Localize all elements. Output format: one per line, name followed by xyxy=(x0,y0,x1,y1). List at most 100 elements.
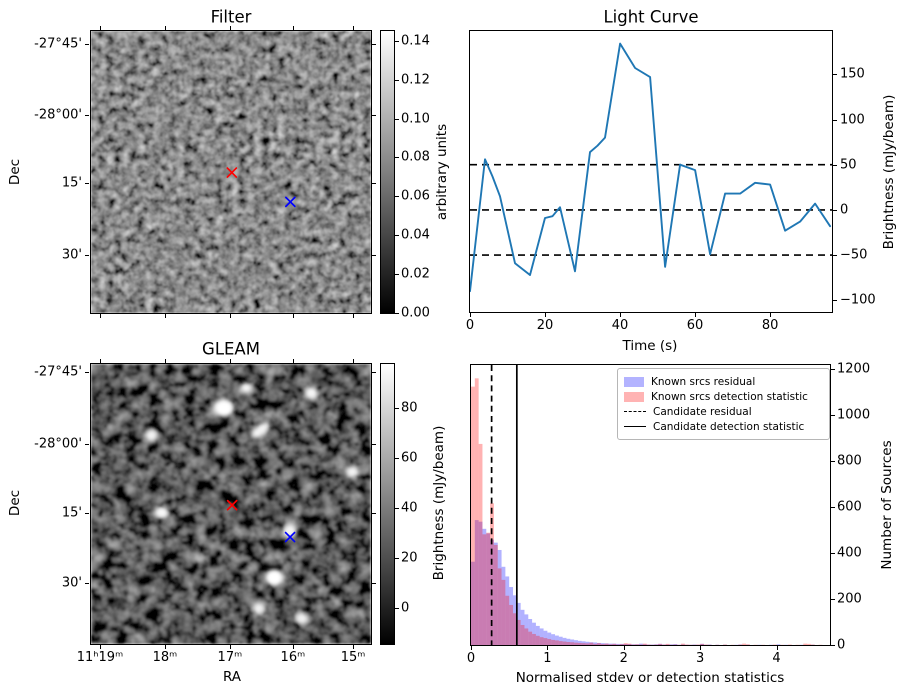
gleam-ytick-label: -28°00' xyxy=(34,436,82,452)
hist-bar-blue xyxy=(635,644,640,645)
hist-bar-blue xyxy=(627,644,632,645)
hist-bar-pink xyxy=(604,643,609,645)
tick-mark xyxy=(353,26,355,30)
histogram-xlabel: Normalised stdev or detection statistics xyxy=(515,670,785,686)
filter-colorbar-tick-label: 0.04 xyxy=(401,227,430,243)
histogram-ytick-label: 0 xyxy=(837,637,846,653)
tick-mark xyxy=(623,646,625,650)
histogram-xtick-label: 0 xyxy=(466,651,476,666)
tick-mark xyxy=(229,359,231,363)
histogram-ytick-label: 200 xyxy=(837,591,862,607)
hist-bar-pink xyxy=(807,643,811,645)
hist-bar-blue xyxy=(543,630,548,645)
tick-mark xyxy=(833,300,837,302)
hist-bar-blue xyxy=(471,561,475,645)
hist-bar-pink xyxy=(742,643,746,645)
hist-bar-pink xyxy=(803,643,808,645)
tick-mark xyxy=(372,513,376,515)
legend-row-known-detstat: Known srcs detection statistic xyxy=(624,389,823,404)
hist-bar-pink xyxy=(570,642,575,645)
tick-mark xyxy=(695,313,697,317)
hist-bar-pink xyxy=(497,568,502,645)
tick-mark xyxy=(395,196,399,198)
hist-bar-blue xyxy=(524,614,529,645)
histogram-ytick-label: 600 xyxy=(837,499,862,515)
gleam-source-blob xyxy=(112,517,126,528)
gleam-source-blob xyxy=(265,569,284,587)
hist-bar-pink xyxy=(558,641,563,645)
lightcurve-ytick-label: 100 xyxy=(840,112,865,128)
legend-label-candidate-detstat: Candidate detection statistic xyxy=(653,420,805,433)
hist-bar-blue xyxy=(555,635,559,645)
gleam-xlabel: RA xyxy=(222,669,242,685)
tick-mark xyxy=(831,598,835,600)
hist-bar-pink xyxy=(589,642,594,645)
filter-map-image xyxy=(90,30,372,314)
hist-bar-blue xyxy=(558,636,563,645)
tick-mark xyxy=(292,645,294,649)
hist-bar-blue xyxy=(604,643,609,645)
hist-bar-blue xyxy=(505,576,510,645)
hist-bar-blue xyxy=(608,643,613,645)
hist-bar-blue xyxy=(669,644,674,645)
hist-bar-blue xyxy=(551,634,556,645)
filter-colorbar xyxy=(380,30,395,314)
gleam-colorbar-tick-label: 20 xyxy=(401,550,418,566)
hist-bar-blue xyxy=(528,619,533,645)
gleam-colorbar-tick-label: 40 xyxy=(401,500,418,516)
hist-bar-blue xyxy=(516,602,521,645)
hist-bar-pink xyxy=(577,642,582,645)
filter-colorbar-tick-label: 0.02 xyxy=(401,266,430,282)
gleam-source-blob xyxy=(240,382,253,394)
tick-mark xyxy=(831,414,835,416)
hist-bar-blue xyxy=(486,533,491,645)
hist-bar-pink xyxy=(623,643,628,645)
tick-mark xyxy=(85,582,89,584)
hist-bar-pink xyxy=(532,633,536,645)
hist-bar-pink xyxy=(619,644,624,645)
tick-mark xyxy=(700,646,702,650)
hist-bar-blue xyxy=(700,643,704,645)
hist-bar-pink xyxy=(665,643,670,645)
legend-swatch-solid-line-icon xyxy=(624,426,646,427)
hist-bar-pink xyxy=(493,544,498,645)
hist-bar-pink xyxy=(516,619,521,645)
gleam-source-blob xyxy=(345,465,360,479)
tick-mark xyxy=(831,506,835,508)
hist-bar-pink xyxy=(478,443,483,645)
lightcurve-xtick-label: 80 xyxy=(761,318,779,333)
filter-panel-title: Filter xyxy=(210,7,252,27)
hist-bar-pink xyxy=(635,644,640,645)
histogram-legend: Known srcs residual Known srcs detection… xyxy=(617,368,830,440)
histogram-ytick-label: 800 xyxy=(837,453,862,469)
hist-bar-pink xyxy=(585,643,590,645)
tick-mark xyxy=(353,359,355,363)
lightcurve-ytick-label: 0 xyxy=(840,202,849,218)
lightcurve-xlabel: Time (s) xyxy=(622,338,678,354)
tick-mark xyxy=(620,313,622,317)
tick-mark xyxy=(547,646,549,650)
filter-colorbar-tick-label: 0.10 xyxy=(401,111,430,127)
hist-bar-pink xyxy=(551,639,556,645)
hist-bar-blue xyxy=(623,644,628,645)
tick-mark xyxy=(372,582,376,584)
gleam-xtick-label: 11ʰ19ᵐ xyxy=(76,650,124,665)
hist-bar-blue xyxy=(574,640,578,645)
gleam-map-image xyxy=(90,363,372,645)
hist-bar-blue xyxy=(616,643,620,645)
gleam-xtick-label: 15ᵐ xyxy=(340,650,366,665)
legend-label-known-detstat: Known srcs detection statistic xyxy=(651,390,808,403)
gleam-source-blob xyxy=(194,552,206,563)
lightcurve-ytick-label: 50 xyxy=(840,157,857,173)
filter-ytick-label: 30' xyxy=(61,247,82,263)
histogram-xtick-label: 1 xyxy=(543,651,552,666)
lightcurve-ytick-label: −100 xyxy=(840,292,876,308)
hist-bar-blue xyxy=(673,644,678,645)
hist-bar-blue xyxy=(639,643,643,645)
tick-mark xyxy=(833,74,837,76)
legend-label-known-residual: Known srcs residual xyxy=(651,375,756,388)
hist-bar-blue xyxy=(581,641,586,645)
legend-swatch-blue-patch-icon xyxy=(624,376,644,387)
gleam-source-blob xyxy=(226,411,236,420)
tick-mark xyxy=(395,118,399,120)
